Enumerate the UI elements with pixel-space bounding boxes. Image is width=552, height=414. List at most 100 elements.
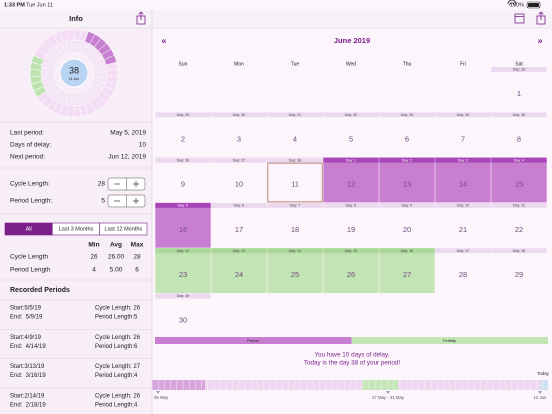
day-cell[interactable]: Day: 34 7 bbox=[435, 112, 491, 143]
stats-row-label: Cycle Length bbox=[10, 254, 48, 261]
day-cell[interactable]: Day: 6 17 bbox=[211, 202, 267, 234]
stats-value: 26.00 bbox=[108, 254, 125, 261]
weekday: Thu bbox=[403, 61, 412, 67]
day-cell[interactable]: Day: 38 11 bbox=[267, 157, 323, 203]
cycle-day-strip bbox=[155, 157, 211, 163]
stats-value: 26 bbox=[90, 254, 98, 261]
day-number: 15 bbox=[515, 180, 523, 189]
day-number: 25 bbox=[291, 270, 299, 279]
tab[interactable] bbox=[99, 222, 148, 236]
day-cell[interactable]: Day: 8 19 bbox=[323, 202, 379, 234]
day-cell[interactable]: Day: 14 25 bbox=[267, 248, 323, 293]
day-highlight bbox=[155, 248, 211, 293]
cycle-day-label: Day: 30 bbox=[233, 113, 245, 117]
day-cell[interactable]: Day: 9 20 bbox=[379, 202, 435, 234]
plus-button[interactable] bbox=[133, 198, 139, 204]
day-cell[interactable]: Day: 314 bbox=[267, 112, 323, 143]
cycle-day-strip bbox=[435, 157, 491, 163]
share-arrow bbox=[538, 11, 544, 20]
record[interactable]: Start:3/13/19 End: 3/16/19 Cycle Length: 2… bbox=[10, 364, 141, 379]
day-cell[interactable]: Day: 11 22 bbox=[491, 202, 547, 234]
legend-bar bbox=[351, 337, 548, 344]
summary-label: Next period: bbox=[10, 154, 45, 161]
wheel-center bbox=[59, 58, 89, 88]
stats-value: 5.00 bbox=[110, 267, 123, 274]
day-number: 12 bbox=[347, 180, 355, 189]
day-cell[interactable]: Day: 30 3 bbox=[211, 112, 267, 143]
record[interactable]: Start:2/14/19 End: 2/18/19 Cycle Length: 2… bbox=[10, 393, 141, 408]
summary-value: 10 bbox=[139, 142, 147, 149]
day-cell[interactable]: Day: 28 1 bbox=[491, 67, 547, 98]
day-cell[interactable]: Day: 32 5 bbox=[323, 112, 379, 143]
stepper bbox=[107, 177, 146, 191]
cycle-day-label: Day: 37 bbox=[233, 158, 245, 162]
cycle-day-label: Day: 14 bbox=[289, 249, 301, 253]
day-cell[interactable]: Day: 10 21 bbox=[435, 202, 491, 234]
weekday: Fri bbox=[460, 61, 466, 67]
cycle-day-label: Day: 36 bbox=[177, 158, 189, 162]
stats-value: 28 bbox=[133, 254, 141, 261]
day-highlight bbox=[435, 157, 491, 203]
stats-row-label: Period Length bbox=[10, 267, 51, 274]
cycle-day-strip bbox=[155, 112, 211, 118]
share-button[interactable] bbox=[136, 11, 146, 25]
month-title: June 2019 bbox=[334, 36, 370, 45]
record[interactable]: Start:5/5/19 End: 5/9/19 Cycle Length: 26 P… bbox=[10, 306, 141, 321]
status-time: 1:33 PM bbox=[4, 2, 25, 8]
tab-label: Last 12 Months bbox=[105, 226, 143, 232]
stats-header: Avg bbox=[110, 242, 122, 249]
day-cell[interactable]: Day: 1 12 bbox=[323, 157, 379, 203]
cycle-day-strip bbox=[211, 202, 267, 208]
calendar-button[interactable] bbox=[514, 13, 525, 24]
day-highlight bbox=[491, 157, 547, 203]
day-cell[interactable]: Day: 16 27 bbox=[379, 248, 435, 293]
record-start: Start:5/5/19 bbox=[10, 306, 42, 312]
cycle-day-strip bbox=[379, 112, 435, 118]
next-month[interactable]: » bbox=[537, 35, 542, 45]
wheel-segment bbox=[29, 69, 42, 77]
cycle-day-strip bbox=[267, 248, 323, 254]
day-cell[interactable]: Day: 29 2 bbox=[155, 112, 211, 143]
day-cell[interactable]: Day: 37 10 bbox=[211, 157, 267, 189]
day-number: 8 bbox=[517, 134, 521, 143]
wheel-day: 38 bbox=[69, 65, 79, 75]
day-cell[interactable]: Day: 33 6 bbox=[379, 112, 435, 143]
day-cell[interactable]: Day: 2 13 bbox=[379, 157, 435, 203]
timeline-marker bbox=[156, 391, 160, 394]
record[interactable]: Start:4/9/19 End: 4/14/19 Cycle Length: 26… bbox=[10, 335, 141, 350]
day-cell[interactable]: Day: 5 16 bbox=[155, 202, 211, 248]
share-button-right[interactable] bbox=[536, 11, 546, 25]
plus-button[interactable] bbox=[133, 181, 139, 187]
cycle-day-label: Day: 12 bbox=[177, 249, 189, 253]
day-cell[interactable]: Day: 15 26 bbox=[323, 248, 379, 293]
cycle-day-strip bbox=[267, 157, 323, 163]
record-cycle: Cycle Length: 26 bbox=[95, 393, 141, 399]
day-cell[interactable]: Day: 7 18 bbox=[267, 202, 323, 234]
day-number: 2 bbox=[181, 134, 185, 143]
wifi-icon bbox=[507, 0, 517, 6]
calendar-icon bbox=[514, 13, 525, 24]
timeline-period bbox=[152, 380, 205, 390]
day-number: 9 bbox=[181, 180, 185, 189]
day-cell[interactable]: Day: 12 23 bbox=[155, 248, 211, 293]
day-number: 17 bbox=[235, 225, 243, 234]
timeline-fertility bbox=[362, 380, 398, 390]
day-cell[interactable]: Day: 314 bbox=[435, 157, 491, 203]
day-cell[interactable]: Day: 35 8 bbox=[491, 112, 547, 143]
day-cell[interactable]: Day: 17 28 bbox=[435, 248, 491, 279]
weekday: Tue bbox=[291, 61, 300, 67]
day-cell[interactable]: Day: 19 30 bbox=[155, 293, 211, 325]
day-cell[interactable]: Day: 4 15 bbox=[491, 157, 547, 203]
day-number: 18 bbox=[291, 225, 299, 234]
day-number: 28 bbox=[459, 270, 467, 279]
cycle-day-label: Day: 2 bbox=[402, 158, 412, 162]
prev-month[interactable]: « bbox=[161, 35, 166, 45]
day-cell[interactable]: Day: 18 29 bbox=[491, 248, 547, 279]
tab-label: All bbox=[26, 226, 32, 232]
day-cell[interactable]: Day: 13 24 bbox=[211, 248, 267, 293]
cycle-day-strip bbox=[435, 202, 491, 208]
day-cell[interactable]: Day: 36 9 bbox=[155, 157, 211, 189]
cycle-day-strip bbox=[211, 157, 267, 163]
stats-value: 4 bbox=[92, 267, 96, 274]
share-arrow bbox=[138, 11, 144, 20]
